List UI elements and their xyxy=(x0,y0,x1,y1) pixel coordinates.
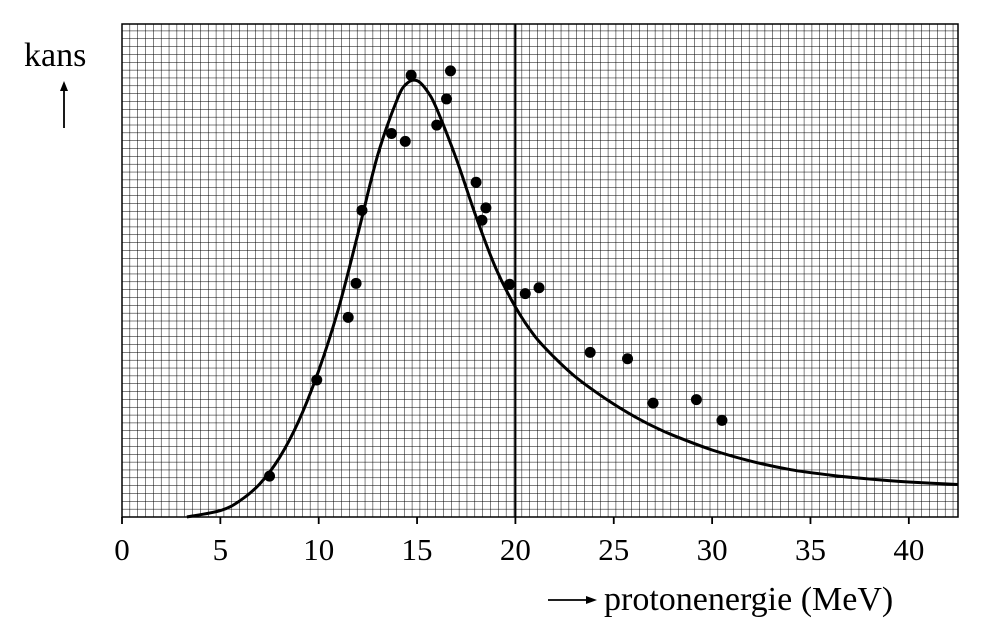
data-point xyxy=(431,119,443,131)
y-axis-arrow xyxy=(60,81,68,128)
data-point xyxy=(716,414,728,426)
fit-curve xyxy=(186,78,959,519)
data-point xyxy=(584,346,596,358)
x-tick-label: 5 xyxy=(213,532,229,567)
x-tick-label: 15 xyxy=(402,532,433,567)
data-point xyxy=(399,135,411,147)
data-point xyxy=(470,176,482,188)
data-point xyxy=(264,470,276,482)
data-points xyxy=(264,65,728,482)
data-point xyxy=(405,69,417,81)
data-point xyxy=(350,277,362,289)
data-point xyxy=(476,214,488,226)
data-point xyxy=(385,127,397,139)
data-point xyxy=(311,374,323,386)
x-tick-label: 0 xyxy=(114,532,130,567)
x-tick-marks xyxy=(121,517,910,524)
data-point xyxy=(690,394,702,406)
x-tick-labels: 0 5 10 15 20 25 30 35 40 xyxy=(114,532,924,567)
x-tick-label: 10 xyxy=(303,532,334,567)
x-axis-arrow xyxy=(548,596,597,604)
x-tick-label: 20 xyxy=(500,532,531,567)
x-tick-label: 25 xyxy=(598,532,629,567)
data-point xyxy=(519,288,531,300)
y-axis-label: kans xyxy=(24,37,86,74)
data-point xyxy=(480,202,492,214)
data-point xyxy=(647,397,659,409)
x-tick-label: 40 xyxy=(893,532,924,567)
x-tick-label: 30 xyxy=(697,532,728,567)
data-point xyxy=(622,353,634,365)
x-tick-label: 35 xyxy=(795,532,826,567)
data-point xyxy=(342,311,354,323)
data-point xyxy=(356,204,368,216)
data-point xyxy=(441,93,453,105)
data-point xyxy=(504,278,516,290)
plot-frame xyxy=(121,23,959,518)
x-axis-label: protonenergie (MeV) xyxy=(604,581,893,618)
data-point xyxy=(444,65,456,77)
grid xyxy=(122,24,958,517)
data-point xyxy=(533,282,545,294)
